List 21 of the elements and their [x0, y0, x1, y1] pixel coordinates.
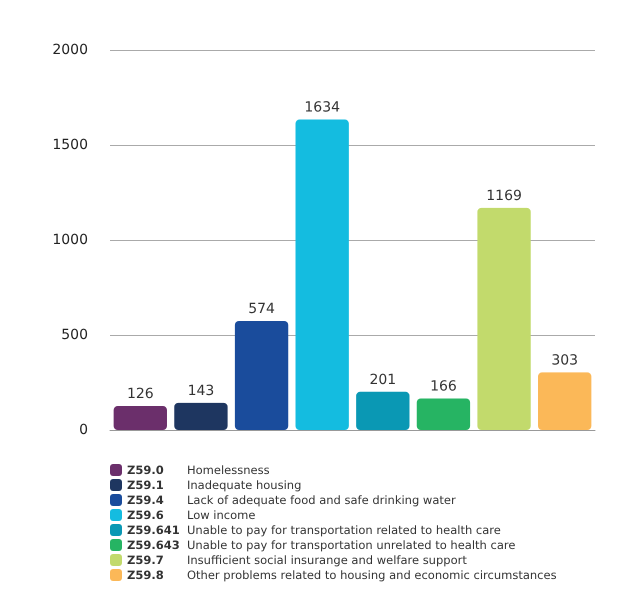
data-label: 303	[551, 352, 578, 368]
data-label: 201	[369, 372, 396, 388]
text: Z59.1 Inadequate housing	[127, 478, 302, 492]
y-tick-label: 2000	[52, 42, 88, 58]
legend-label: Z59.641 Unable to pay for transportation related to health care	[127, 523, 501, 537]
text: Z59.8 Other problems related to housing and economic circumstances	[127, 568, 557, 582]
data-label: 143	[188, 382, 214, 399]
data-label: 574	[248, 300, 276, 317]
legend-label: Z59.643 Unable to pay for transportation unrelated to health care	[127, 538, 516, 552]
data-label: 1634	[304, 100, 340, 116]
text: Z59.7 Insufficient social insurange and welfare support	[127, 553, 467, 567]
text: Z59.4 Lack of adequate food and safe drinking water	[127, 493, 456, 507]
y-tick-label: 1000	[52, 232, 88, 248]
data-label: 126	[126, 386, 154, 402]
text: Z59.6 Low income	[127, 508, 256, 522]
data-label: 1169	[486, 188, 522, 204]
y-tick-label: 1500	[52, 137, 88, 153]
text: Z59.0 Homelessness	[127, 463, 270, 477]
y-tick-label: 500	[61, 327, 88, 343]
data-label: 166	[430, 378, 457, 394]
y-tick-label: 0	[79, 422, 88, 438]
